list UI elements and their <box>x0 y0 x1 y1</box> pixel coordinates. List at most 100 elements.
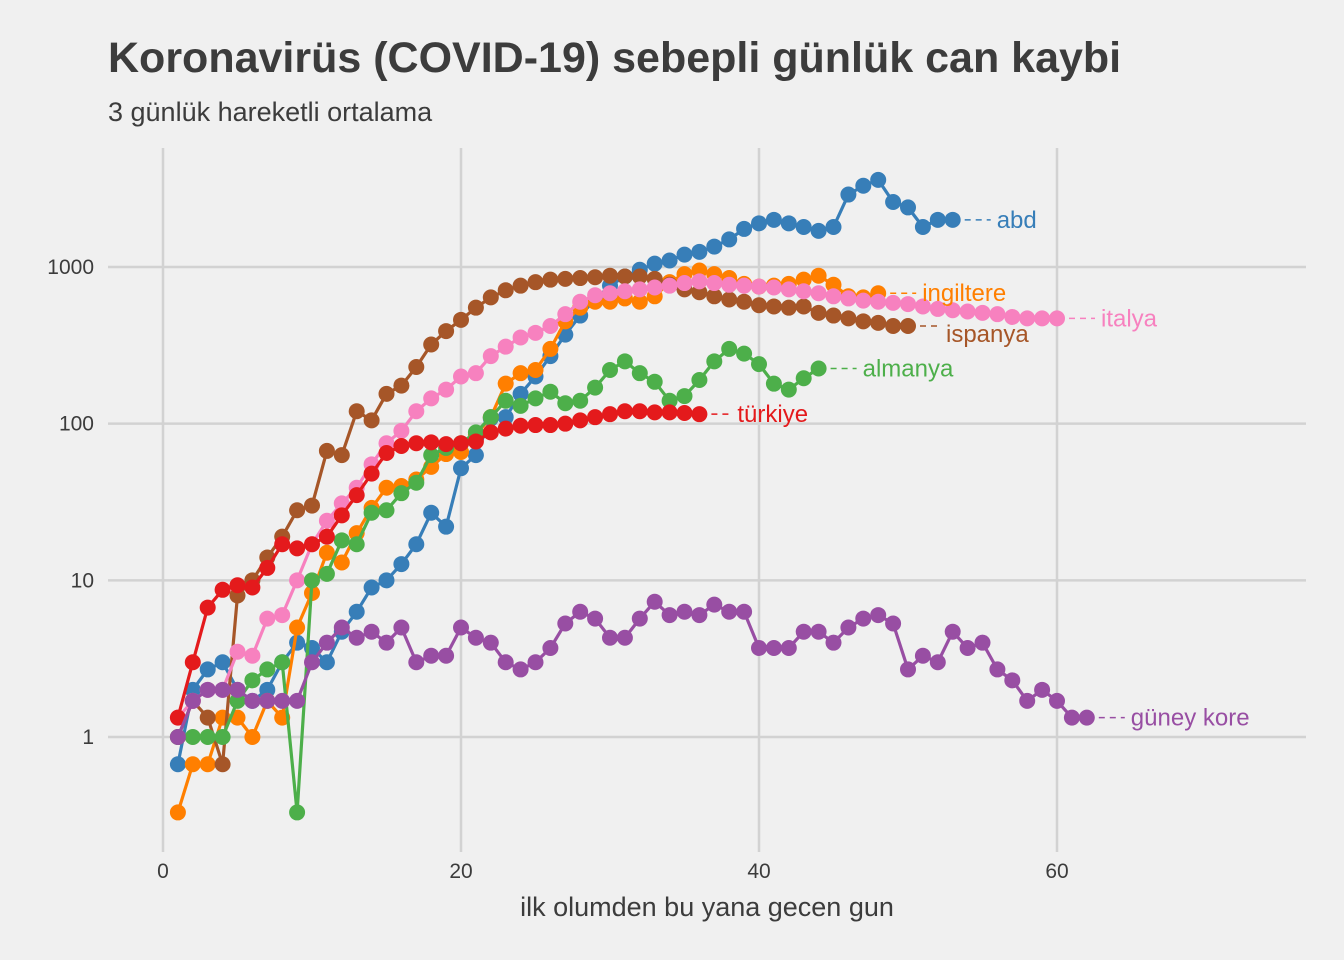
data-point <box>602 406 618 423</box>
data-point <box>661 607 678 624</box>
data-point <box>289 619 306 636</box>
data-point <box>959 639 976 656</box>
data-point <box>438 518 455 535</box>
data-point <box>482 424 499 441</box>
data-point <box>572 603 589 620</box>
data-point <box>646 279 663 296</box>
data-point <box>751 356 767 373</box>
data-point <box>825 219 842 236</box>
data-point <box>199 709 216 726</box>
data-point <box>587 269 604 286</box>
data-point <box>289 692 306 709</box>
data-point <box>378 479 395 496</box>
data-point <box>438 323 455 340</box>
data-point <box>572 392 589 409</box>
data-point <box>244 672 261 689</box>
data-point <box>929 300 946 317</box>
series-layer <box>169 171 1095 821</box>
data-point <box>333 447 350 464</box>
data-point <box>289 572 306 589</box>
data-point <box>691 273 708 290</box>
data-point <box>885 193 902 210</box>
data-point <box>557 415 574 432</box>
data-point <box>184 654 201 671</box>
data-point <box>423 504 440 521</box>
data-point <box>1063 709 1080 726</box>
data-point <box>438 647 455 664</box>
data-point <box>199 681 216 698</box>
data-point <box>631 281 648 298</box>
data-point <box>557 270 574 287</box>
series-italya <box>169 273 1065 726</box>
data-point <box>855 610 872 627</box>
data-point <box>348 536 365 553</box>
data-point <box>840 290 857 307</box>
data-point <box>840 310 857 327</box>
data-point <box>676 246 693 263</box>
data-point <box>602 267 618 284</box>
data-point <box>408 474 425 491</box>
series-turkiye <box>169 403 708 726</box>
data-point <box>810 304 827 321</box>
data-point <box>1034 681 1051 698</box>
data-point <box>1078 709 1095 726</box>
data-point <box>765 639 782 656</box>
data-point <box>527 654 544 671</box>
data-point <box>974 304 991 321</box>
data-point <box>721 231 738 248</box>
data-point <box>542 383 559 400</box>
data-point <box>259 559 276 576</box>
data-point <box>169 756 186 773</box>
data-point <box>751 278 767 295</box>
data-point <box>229 681 246 698</box>
data-point <box>453 619 469 636</box>
data-point <box>1019 310 1036 327</box>
data-point <box>527 390 544 407</box>
chart-subtitle: 3 günlük hareketli ortalama <box>108 97 433 127</box>
data-point <box>318 654 335 671</box>
data-point <box>810 285 827 302</box>
data-point <box>229 643 246 660</box>
data-point <box>259 692 276 709</box>
data-point <box>765 298 782 315</box>
series-label-ingiltere: ingiltere <box>922 280 1006 307</box>
data-point <box>453 368 469 385</box>
data-point <box>855 177 872 194</box>
data-point <box>646 593 663 610</box>
data-point <box>453 460 469 477</box>
data-point <box>885 294 902 311</box>
data-point <box>706 238 723 255</box>
data-point <box>423 447 440 464</box>
data-point <box>631 293 648 310</box>
data-point <box>274 692 291 709</box>
data-point <box>572 293 589 310</box>
data-point <box>497 392 514 409</box>
data-point <box>676 603 693 620</box>
data-point <box>378 502 395 519</box>
data-point <box>631 610 648 627</box>
data-point <box>184 756 201 773</box>
data-point <box>914 298 931 315</box>
data-point <box>378 444 395 461</box>
data-point <box>453 435 469 452</box>
data-point <box>1049 310 1065 327</box>
data-point <box>289 804 306 821</box>
data-point <box>810 360 827 377</box>
data-point <box>274 654 291 671</box>
data-point <box>929 211 946 228</box>
data-point <box>244 692 261 709</box>
data-point <box>497 420 514 437</box>
data-point <box>482 289 499 306</box>
data-point <box>467 629 484 646</box>
data-point <box>423 434 440 451</box>
data-point <box>795 370 812 387</box>
data-point <box>1049 692 1065 709</box>
data-point <box>199 661 216 678</box>
data-point <box>840 619 857 636</box>
data-point <box>214 654 231 671</box>
data-point <box>318 565 335 582</box>
data-point <box>304 497 320 514</box>
data-point <box>914 647 931 664</box>
data-point <box>646 404 663 421</box>
data-point <box>557 306 574 323</box>
